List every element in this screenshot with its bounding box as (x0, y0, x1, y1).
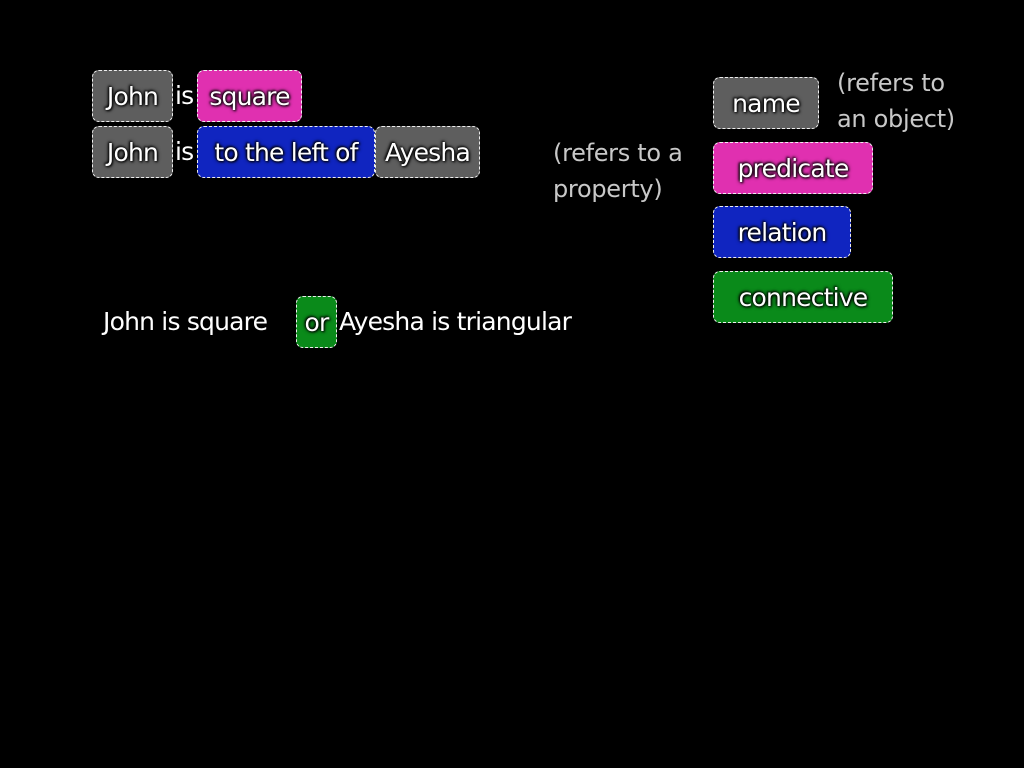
legend-relation-badge: relation (713, 206, 851, 258)
connective-token: or (296, 296, 337, 348)
sentence-text: Ayesha is triangular (339, 307, 572, 336)
note-refers-to-object: (refers to an object) (837, 69, 955, 133)
copula-text: is (175, 81, 194, 110)
name-token: Ayesha (375, 126, 480, 178)
legend-predicate-badge: predicate (713, 142, 873, 194)
note-refers-to-property: (refers to a property) (553, 139, 683, 203)
name-token: John (92, 126, 173, 178)
copula-text: is (175, 137, 194, 166)
sentence-text: John is square (103, 307, 268, 336)
name-token: John (92, 70, 173, 122)
legend-name-badge: name (713, 77, 819, 129)
legend-connective-badge: connective (713, 271, 893, 323)
relation-token: to the left of (197, 126, 375, 178)
predicate-token: square (197, 70, 302, 122)
